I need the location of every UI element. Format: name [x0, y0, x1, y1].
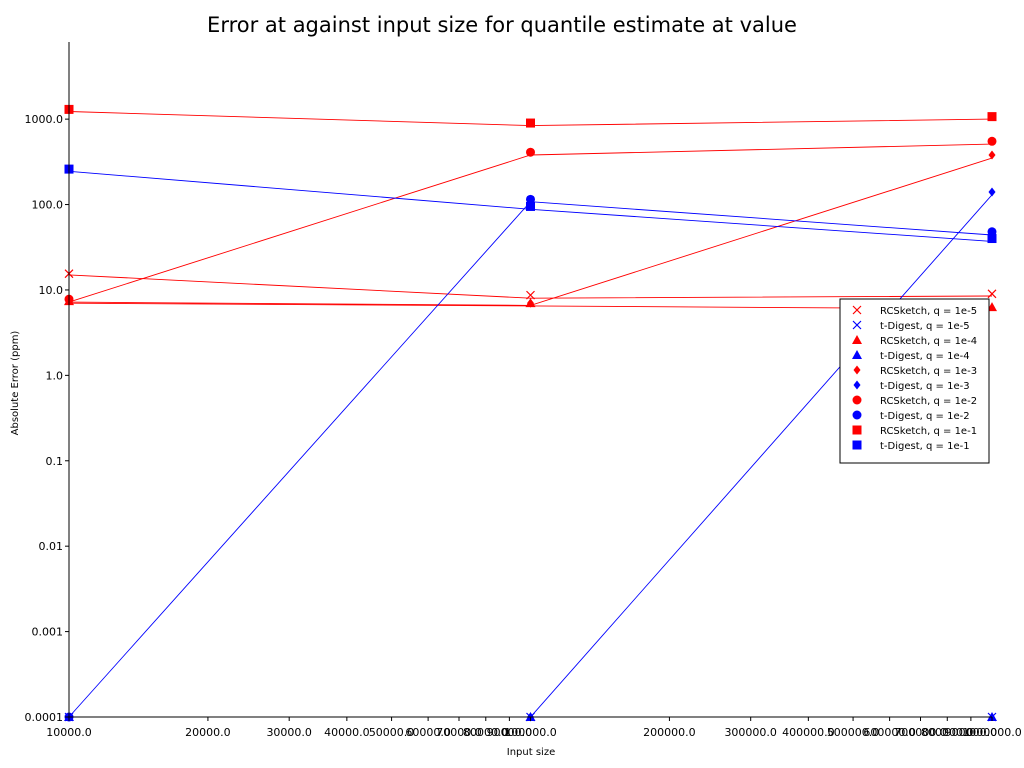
x-tick-label: 500000.0: [827, 726, 880, 739]
x-tick-label: 90000.0: [487, 726, 533, 739]
x-axis-label: Input size: [507, 747, 555, 758]
y-axis-label: Absolute Error (ppm): [10, 331, 21, 436]
x-tick-label: 60000.0: [405, 726, 451, 739]
legend: RCSketch, q = 1e-5 t-Digest, q = 1e-5 RCSk…: [839, 298, 990, 464]
data-point-t-digest-q-1e-3: [988, 187, 996, 197]
data-point-rcsketch-q-1e-2: [526, 147, 535, 157]
x-tick-label: 10000.0: [46, 726, 92, 739]
x-ticks: 10000.0 20000.0 30000.0 40000.0 50000.060000…: [46, 717, 1022, 739]
legend-label: t-Digest, q = 1e-5: [880, 321, 970, 332]
legend-label: RCSketch, q = 1e-1: [880, 426, 977, 437]
legend-label: t-Digest, q = 1e-4: [880, 351, 970, 362]
legend-frame: [839, 298, 990, 464]
x-tick-label: 100000.0: [504, 726, 557, 739]
legend-marker: [853, 365, 861, 375]
data-point-t-digest-q-1e-1: [987, 234, 997, 244]
y-tick-label: 0.1: [46, 455, 64, 468]
y-tick-label: 0.001: [32, 626, 64, 639]
data-point-rcsketch-q-1e-1: [526, 118, 535, 128]
legend-marker: [852, 410, 862, 420]
x-tick-label: 700000.0: [894, 726, 947, 739]
legend-marker: [852, 395, 862, 405]
x-tick-label: 70000.0: [436, 726, 482, 739]
x-tick-label: 200000.0: [643, 726, 696, 739]
data-point-rcsketch-q-1e-2: [987, 136, 997, 146]
y-tick-label: 1.0: [46, 369, 64, 382]
y-tick-label: 10.0: [39, 284, 64, 297]
x-tick-label: 900000.0: [945, 726, 998, 739]
legend-marker: [853, 380, 861, 390]
data-point-t-digest-q-1e-2: [526, 194, 535, 204]
legend-label: RCSketch, q = 1e-2: [880, 396, 977, 407]
data-point-rcsketch-q-1e-5: [526, 290, 535, 300]
legend-label: t-Digest, q = 1e-2: [880, 411, 970, 422]
y-tick-label: 0.0001: [25, 711, 64, 724]
x-tick-label: 800000.0: [921, 726, 974, 739]
legend-label: t-Digest, q = 1e-1: [880, 441, 970, 452]
data-point-rcsketch-q-1e-3: [527, 298, 534, 308]
x-tick-label: 400000.0: [782, 726, 835, 739]
data-point-t-digest-q-1e-2: [987, 227, 997, 237]
data-point-t-digest-q-1e-1: [526, 201, 535, 211]
legend-marker: [852, 425, 862, 435]
data-point-rcsketch-q-1e-1: [987, 112, 997, 122]
legend-marker: [852, 320, 862, 330]
legend-label: RCSketch, q = 1e-3: [880, 366, 977, 377]
x-tick-label: 600000.0: [863, 726, 916, 739]
y-ticks: 0.0001 0.001 0.01 0.1 1.0 10.0 100.0 1000.0: [25, 113, 69, 724]
y-tick-label: 1000.0: [25, 113, 64, 126]
x-tick-label: 30000.0: [266, 726, 312, 739]
x-tick-label: 300000.0: [724, 726, 777, 739]
x-tick-label: 20000.0: [185, 726, 231, 739]
y-tick-label: 0.01: [39, 540, 64, 553]
x-tick-label: 50000.0: [369, 726, 415, 739]
data-point-rcsketch-q-1e-3: [988, 150, 996, 160]
data-point-rcsketch-q-1e-5: [987, 289, 997, 299]
y-tick-label: 100.0: [32, 199, 64, 212]
chart-title: Error at against input size for quantile…: [207, 13, 797, 37]
legend-label: RCSketch, q = 1e-5: [880, 306, 977, 317]
legend-marker: [852, 335, 862, 344]
x-tick-label: 1000000.0: [962, 726, 1022, 739]
legend-marker: [852, 440, 862, 450]
legend-label: RCSketch, q = 1e-4: [880, 336, 977, 347]
legend-marker: [852, 305, 862, 315]
x-tick-label: 80000.0: [463, 726, 509, 739]
legend-marker: [852, 350, 862, 359]
x-tick-label: 40000.0: [324, 726, 370, 739]
series-line-rcsketch-q-1e-2: [68, 143, 993, 303]
legend-label: t-Digest, q = 1e-3: [880, 381, 970, 392]
